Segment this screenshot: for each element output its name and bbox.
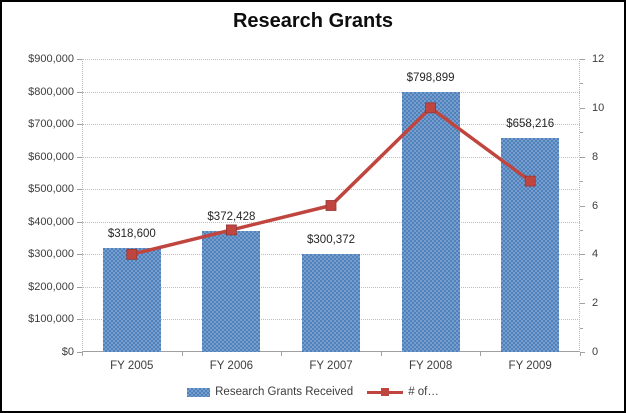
y-axis-left-tick	[77, 254, 82, 256]
y-axis-right-label: 4	[592, 248, 599, 261]
x-axis-tick	[380, 352, 382, 356]
y-axis-left-tick	[77, 124, 82, 126]
gridline	[82, 91, 580, 93]
y-axis-right-label: 10	[592, 101, 605, 114]
legend-item-number-of: # of…	[367, 386, 439, 398]
legend-label-number-of: # of…	[408, 386, 439, 398]
chart-legend: Research Grants Received # of…	[2, 386, 624, 398]
y-axis-right-tick	[580, 303, 585, 305]
bar-fy-2008	[401, 91, 460, 352]
y-axis-left-label: $200,000	[28, 280, 74, 293]
y-axis-right-tick	[580, 181, 583, 183]
y-axis-right-label: 2	[592, 297, 599, 310]
y-axis-right-tick	[580, 132, 583, 134]
bar-fy-2007	[302, 254, 360, 352]
y-axis-left-tick	[77, 189, 82, 191]
legend-label-research-grants: Research Grants Received	[215, 386, 354, 398]
y-axis-left-label: $100,000	[28, 313, 74, 326]
y-axis-left-label: $600,000	[28, 150, 74, 163]
y-axis-right-label: 6	[592, 199, 599, 212]
y-axis-left-label: $0	[61, 346, 74, 358]
line-marker-icon	[524, 175, 536, 187]
y-axis-right-tick	[580, 327, 583, 329]
x-axis-label-fy-2006: FY 2006	[209, 360, 254, 372]
y-axis-left-label: $300,000	[28, 248, 74, 261]
y-axis-right-tick	[580, 229, 583, 231]
y-axis-right-tick	[580, 83, 583, 85]
gridline	[82, 59, 580, 60]
x-axis-label-fy-2008: FY 2008	[408, 360, 453, 372]
y-axis-left-label: $400,000	[28, 215, 74, 228]
legend-item-research-grants: Research Grants Received	[187, 386, 353, 398]
line-marker-icon	[126, 248, 138, 260]
x-axis-tick	[181, 352, 183, 356]
y-axis-left-label: $800,000	[28, 85, 74, 98]
gridline	[82, 156, 580, 158]
x-axis-label-fy-2009: FY 2009	[508, 360, 552, 372]
x-axis-label-fy-2007: FY 2007	[309, 360, 353, 372]
bar-data-label: $658,216	[506, 117, 555, 130]
gridline	[82, 221, 580, 223]
y-axis-right-tick	[580, 254, 585, 256]
y-axis-right-label: 0	[592, 346, 599, 358]
y-axis-right-tick	[580, 59, 585, 60]
legend-bar-swatch-icon	[187, 387, 211, 397]
x-axis-tick	[480, 352, 482, 356]
legend-line-marker-icon	[367, 388, 404, 396]
y-axis-left-label: $500,000	[28, 183, 74, 196]
y-axis-left-tick	[77, 156, 82, 158]
y-axis-right-label: 12	[592, 53, 605, 65]
y-axis-left-tick	[77, 286, 82, 288]
bar-data-label: $372,428	[207, 210, 256, 223]
bar-fy-2006	[202, 230, 261, 352]
line-path	[131, 105, 532, 257]
bar-fy-2009	[501, 137, 560, 352]
line-series-number-of	[126, 102, 536, 260]
bar-data-label: $318,600	[107, 228, 156, 241]
x-axis-tick	[281, 352, 283, 356]
line-marker-icon	[225, 224, 237, 236]
bar-data-label: $798,899	[406, 71, 455, 84]
y-axis-left-tick	[77, 91, 82, 93]
y-axis-left-tick	[77, 319, 82, 321]
chart-title: Research Grants	[232, 10, 394, 32]
y-axis-left-tick	[77, 59, 82, 60]
y-axis-left-label: $700,000	[28, 118, 74, 131]
y-axis-left-tick	[77, 221, 82, 223]
line-marker-icon	[325, 200, 337, 211]
y-axis-right-tick	[580, 278, 583, 280]
y-axis-right-tick	[580, 205, 585, 207]
gridline	[82, 124, 580, 126]
y-axis-left-tick	[77, 352, 82, 353]
line-marker-icon	[425, 102, 437, 114]
x-axis-label-fy-2005: FY 2005	[110, 360, 154, 372]
bar-data-label: $300,372	[307, 234, 355, 247]
gridline	[82, 189, 580, 191]
bar-fy-2005	[102, 248, 161, 352]
y-axis-right-tick	[580, 107, 585, 109]
y-axis-right-tick	[580, 352, 585, 353]
x-axis-tick	[580, 352, 581, 356]
x-axis-tick	[82, 352, 83, 356]
y-axis-right-label: 8	[592, 150, 599, 163]
y-axis-right-tick	[580, 156, 585, 158]
y-axis-left-label: $900,000	[28, 53, 74, 65]
